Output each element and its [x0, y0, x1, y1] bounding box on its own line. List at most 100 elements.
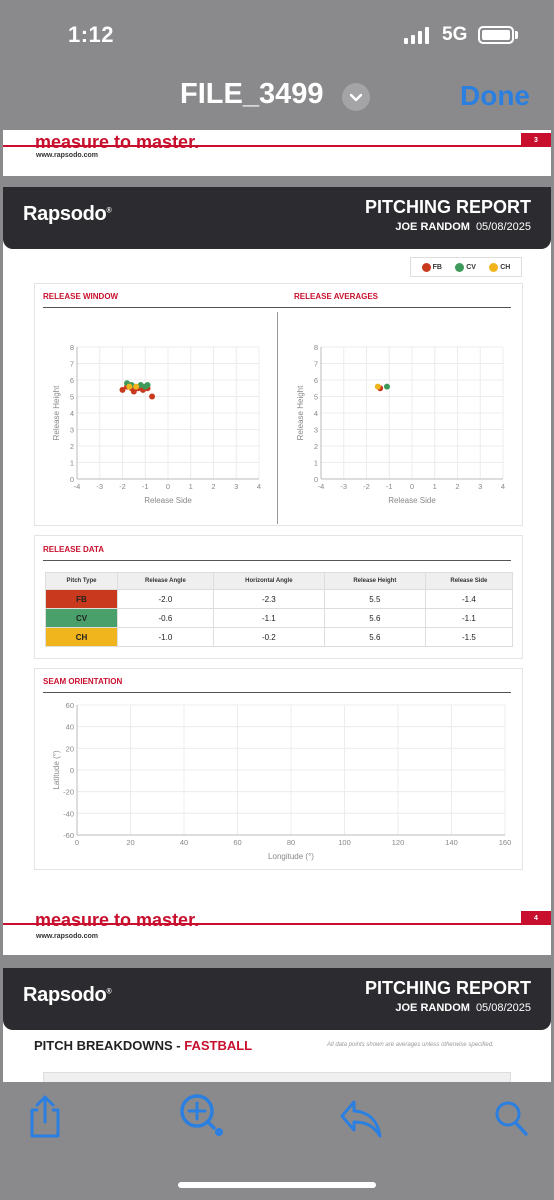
data-point-cv: [137, 381, 144, 388]
status-time: 1:12: [68, 22, 115, 47]
data-point-ch: [374, 383, 381, 390]
x-tick-label: 100: [338, 838, 351, 847]
page-5: Rapsodo® PITCHING REPORT JOE RANDOM 05/08…: [3, 968, 551, 1082]
data-point-fb: [149, 393, 156, 400]
report-title: PITCHING REPORT: [364, 197, 531, 217]
data-point-fb: [130, 388, 137, 395]
bottom-toolbar: [0, 1082, 554, 1200]
y-tick-label: -60: [63, 831, 74, 840]
footer-brand: measure to master.: [35, 910, 200, 930]
table-cell: -1.0: [117, 627, 214, 647]
release-averages-title: RELEASE AVERAGES: [294, 292, 379, 301]
data-point-fb: [119, 386, 126, 393]
x-tick-label: 2: [455, 482, 459, 491]
table-cell: -1.5: [424, 627, 514, 647]
section-divider: [43, 560, 511, 561]
y-tick-label: 1: [70, 459, 74, 468]
report-title: PITCHING REPORT: [364, 978, 531, 998]
y-tick-label: 8: [70, 343, 74, 352]
table-row: CH -1.0 -0.2 5.6 -1.5: [45, 627, 514, 647]
reply-icon[interactable]: [338, 1098, 384, 1138]
x-tick-label: 4: [501, 482, 505, 491]
markup-zoom-icon[interactable]: [176, 1090, 226, 1140]
report-subtitle: JOE RANDOM 05/08/2025: [395, 1002, 531, 1014]
player-name: JOE RANDOM: [395, 1002, 470, 1014]
table-cell: 5.5: [323, 589, 426, 609]
y-tick-label: 6: [314, 376, 318, 385]
legend-item-ch: CH: [489, 262, 510, 272]
signal-icon: [404, 26, 429, 44]
x-tick-label: 60: [233, 838, 241, 847]
release-averages-chart: -4 -3 -2 -1 0 1 2 3 4 0 1 2 3 4 5 6 7 8 Release Side Releas…: [296, 343, 505, 505]
pitch-type-cell: CH: [45, 627, 118, 647]
averages-note: All data points shown are averages unles…: [327, 1042, 494, 1048]
panel-divider: [277, 312, 278, 524]
table-row: FB -2.0 -2.3 5.5 -1.4: [45, 589, 514, 609]
network-label: 5G: [442, 24, 468, 45]
x-axis-label: Release Side: [144, 496, 192, 505]
table-row: CV -0.6 -1.1 5.6 -1.1: [45, 608, 514, 628]
y-tick-label: 40: [66, 723, 74, 732]
table-header-row: Pitch Type Release Angle Horizontal Angl…: [45, 572, 514, 590]
y-axis-label: Release Height: [296, 385, 305, 440]
x-tick-label: -3: [96, 482, 103, 491]
share-icon[interactable]: [26, 1094, 64, 1140]
legend-item-cv: CV: [455, 262, 476, 272]
footer-url: www.rapsodo.com: [36, 152, 98, 159]
pdf-viewer[interactable]: measure to master. www.rapsodo.com 3 Rap…: [0, 130, 554, 1082]
release-data-title: RELEASE DATA: [43, 545, 105, 554]
x-tick-label: 3: [478, 482, 482, 491]
table-cell: -1.1: [212, 608, 325, 628]
y-tick-label: 1: [314, 459, 318, 468]
x-tick-label: 40: [180, 838, 188, 847]
table-cell: 5.6: [323, 608, 426, 628]
done-button[interactable]: Done: [460, 80, 530, 111]
x-tick-label: -3: [340, 482, 347, 491]
table-cell: -0.6: [117, 608, 214, 628]
top-bar: 1:12 5G FILE_3499 Done: [0, 0, 554, 130]
report-subtitle: JOE RANDOM 05/08/2025: [395, 221, 531, 233]
pitch-legend: FB CV CH: [410, 257, 522, 277]
column-header: Release Angle: [117, 572, 214, 590]
rapsodo-logo: Rapsodo®: [23, 203, 112, 225]
x-tick-label: -4: [74, 482, 81, 491]
x-tick-label: 0: [410, 482, 414, 491]
page-number: 3: [521, 133, 551, 147]
seam-orientation-chart: 0 20 40 60 80 100 120 140 160 60 40 20 0 -20 -40 -60 Lon…: [52, 701, 511, 861]
pitch-type-cell: CV: [45, 608, 118, 628]
footer-brand: measure to master.: [35, 132, 200, 152]
chevron-down-icon[interactable]: [342, 83, 370, 111]
x-tick-label: -4: [318, 482, 325, 491]
x-tick-label: -2: [119, 482, 126, 491]
page-number: 4: [521, 911, 551, 925]
report-date: 05/08/2025: [475, 1002, 531, 1014]
table-cell: -2.0: [117, 589, 214, 609]
x-axis-label: Release Side: [388, 496, 436, 505]
y-tick-label: 0: [70, 766, 74, 775]
table-cell: -0.2: [212, 627, 325, 647]
table-cell: 5.6: [323, 627, 426, 647]
data-point-ch: [126, 383, 133, 390]
battery-tip: [515, 31, 518, 39]
footer-divider: [3, 145, 521, 147]
x-tick-label: 2: [211, 482, 215, 491]
y-tick-label: -40: [63, 809, 74, 818]
pitch-type-cell: FB: [45, 589, 118, 609]
y-tick-label: 60: [66, 701, 74, 710]
x-axis-label: Longitude (°): [268, 852, 314, 861]
section-divider: [43, 307, 511, 308]
file-title: FILE_3499: [180, 78, 324, 110]
search-icon[interactable]: [494, 1100, 530, 1138]
table-cell: -2.3: [212, 589, 325, 609]
y-tick-label: 6: [70, 376, 74, 385]
x-tick-label: 120: [392, 838, 405, 847]
x-tick-label: 20: [126, 838, 134, 847]
column-header: Release Height: [323, 572, 426, 590]
column-header: Release Side: [424, 572, 514, 590]
breakdown-table-header: [43, 1072, 511, 1082]
release-window-chart: -4 -3 -2 -1 0 1 2 3 4 0 1 2 3 4 5 6 7 8 Release Side Releas…: [52, 343, 261, 505]
rapsodo-logo: Rapsodo®: [23, 984, 112, 1006]
y-tick-label: 4: [314, 409, 318, 418]
y-tick-label: 0: [314, 475, 318, 484]
report-date: 05/08/2025: [475, 221, 531, 233]
